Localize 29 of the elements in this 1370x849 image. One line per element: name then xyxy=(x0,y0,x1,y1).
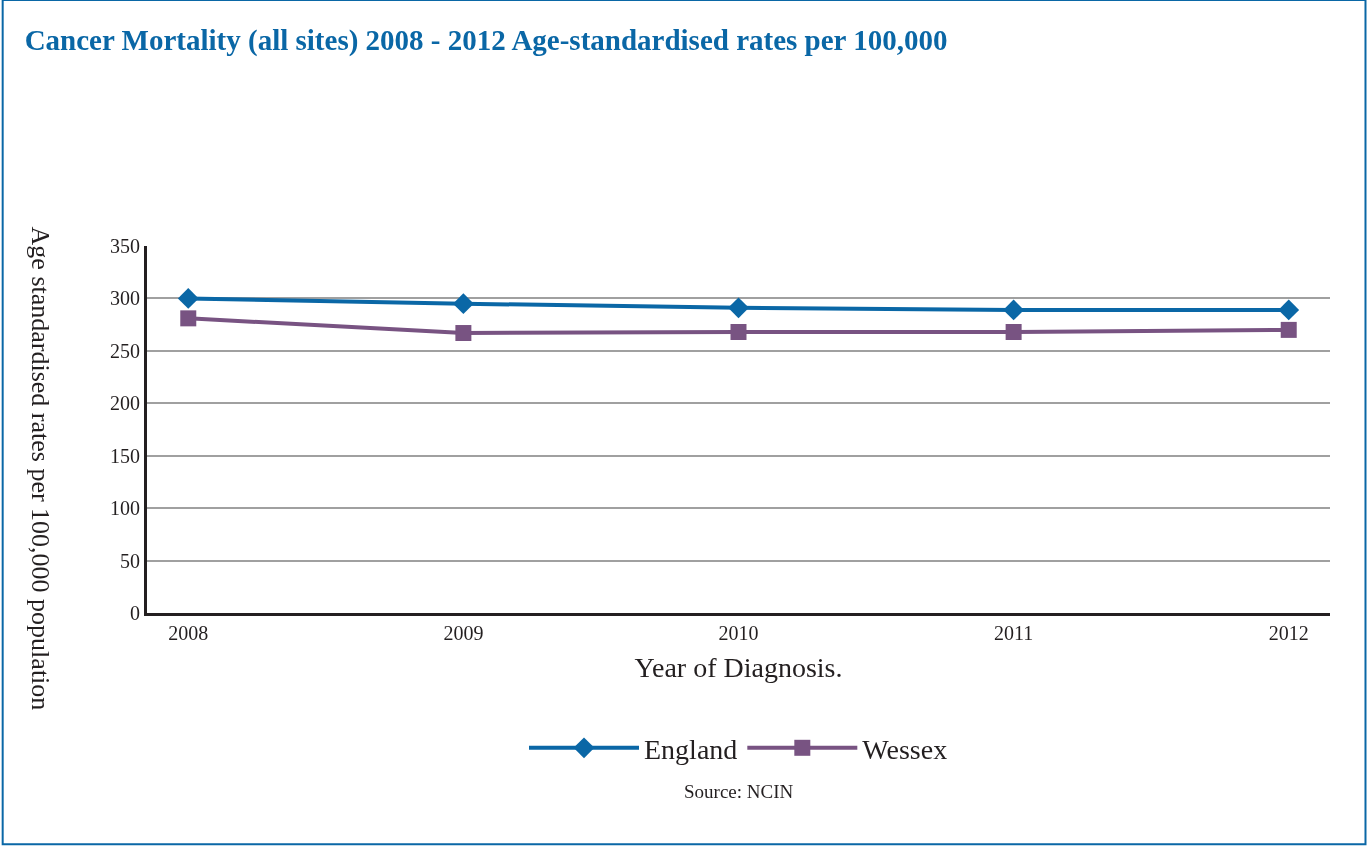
point xyxy=(180,310,197,327)
y-tick-label: 250 xyxy=(110,339,140,362)
point xyxy=(177,288,199,309)
legend-label: Wessex xyxy=(862,733,948,765)
y-tick-label: 350 xyxy=(110,235,140,257)
x-tick-label: 2011 xyxy=(993,622,1034,644)
point xyxy=(730,323,747,340)
x-tick-label: 2009 xyxy=(443,622,484,644)
point xyxy=(452,293,474,315)
point xyxy=(1278,299,1300,321)
y-tick-label: 50 xyxy=(120,549,140,572)
y-tick-label: 0 xyxy=(130,602,140,624)
point xyxy=(1003,299,1025,321)
x-axis-title: Year of Diagnosis. xyxy=(634,652,843,684)
chart-title: Cancer Mortality (all sites) 2008 - 2012 Age-standardised rates per 100,000 xyxy=(24,24,948,58)
y-tick-label: 300 xyxy=(110,287,140,310)
legend-label: England xyxy=(644,733,738,765)
y-tick-label: 100 xyxy=(110,497,140,520)
source-note: Source: NCIN xyxy=(684,781,794,802)
point xyxy=(455,325,472,342)
point xyxy=(728,297,749,319)
y-tick-label: 200 xyxy=(110,392,140,415)
x-tick-label: 2012 xyxy=(1268,622,1309,644)
y-axis-title: Age standardised rates per 100,000 population xyxy=(25,226,55,711)
y-tick-label: 150 xyxy=(110,444,140,467)
point xyxy=(1280,321,1297,338)
x-tick-label: 2008 xyxy=(168,622,209,644)
x-tick-label: 2010 xyxy=(718,622,759,644)
point xyxy=(1005,323,1022,340)
